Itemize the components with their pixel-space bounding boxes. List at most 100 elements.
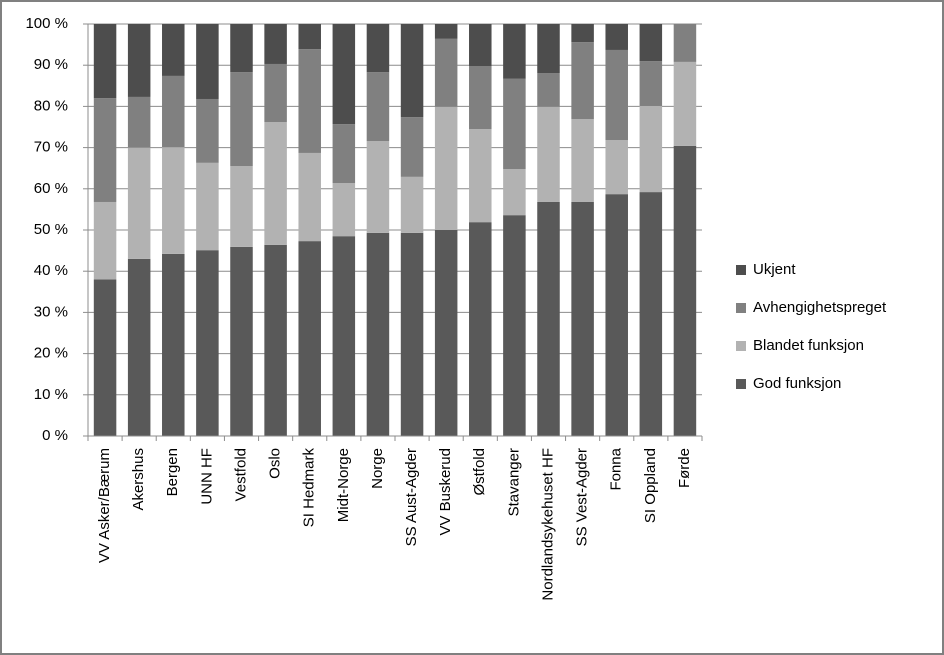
bar-segment	[127, 24, 151, 97]
x-tick-label: Nordlandsykehuset HF	[539, 448, 556, 601]
bar-segment	[400, 176, 424, 233]
bar-segment	[571, 42, 594, 120]
bar-segment	[298, 152, 321, 242]
y-tick-label: 10 %	[34, 386, 68, 403]
bar-segment	[673, 24, 697, 62]
bar-segment	[162, 253, 185, 436]
x-tick-label: SI Hedmark	[301, 448, 318, 528]
bar-segment	[366, 141, 390, 233]
bar-segment	[230, 246, 253, 436]
legend-swatch	[736, 341, 746, 351]
legend-label: God funksjon	[753, 375, 841, 392]
bar-segment	[537, 106, 560, 202]
y-tick-label: 70 %	[34, 139, 68, 156]
bar-segment	[366, 232, 390, 436]
legend-label: Avhengighetspreget	[753, 299, 887, 316]
x-tick-label: Vestfold	[232, 448, 249, 501]
bar-segment	[469, 222, 492, 436]
y-tick-label: 60 %	[34, 180, 68, 197]
bar-segment	[366, 24, 390, 73]
bar-segment	[162, 24, 185, 76]
x-tick-label: SS Vest-Agder	[574, 448, 591, 546]
bar-segment	[93, 279, 117, 436]
bar-segment	[196, 162, 219, 251]
y-tick-label: 0 %	[42, 427, 68, 444]
bar-segment	[537, 201, 560, 436]
bar-segment	[469, 24, 492, 67]
bar-segment	[332, 183, 356, 237]
bar-segment	[162, 147, 185, 254]
bar-segment	[639, 105, 663, 193]
y-tick-label: 20 %	[34, 345, 68, 362]
bar-segment	[332, 124, 356, 184]
bar-segment	[434, 38, 458, 107]
bar-segment	[93, 201, 117, 280]
bar-segment	[298, 24, 321, 50]
x-tick-label: UNN HF	[198, 448, 215, 505]
bar-segment	[469, 129, 492, 223]
x-tick-label: Oslo	[267, 448, 284, 479]
bar-segment	[503, 24, 526, 79]
x-tick-label: Fonna	[608, 447, 625, 490]
bar-segment	[434, 106, 458, 230]
y-tick-label: 80 %	[34, 97, 68, 114]
bar-segment	[264, 122, 287, 245]
bar-segment	[673, 145, 697, 436]
bar-segment	[196, 250, 219, 436]
bar-segment	[571, 201, 594, 436]
bar-segment	[639, 61, 663, 106]
bar-segment	[400, 117, 424, 177]
bar-segment	[537, 24, 560, 74]
bar-segment	[469, 66, 492, 130]
bar-segment	[230, 166, 253, 247]
bar-segment	[434, 230, 458, 436]
bar-segment	[264, 63, 287, 123]
legend-label: Blandet funksjon	[753, 337, 864, 354]
bar-segment	[230, 24, 253, 73]
y-tick-label: 90 %	[34, 56, 68, 73]
bar-segment	[639, 24, 663, 62]
bar-segment	[298, 241, 321, 436]
bar-segment	[332, 236, 356, 436]
legend-swatch	[736, 303, 746, 313]
x-tick-label: Stavanger	[505, 448, 522, 516]
x-tick-label: VV Asker/Bærum	[96, 448, 113, 563]
y-tick-label: 50 %	[34, 221, 68, 238]
bar-segment	[264, 244, 287, 436]
bar-segment	[537, 73, 560, 107]
bar-segment	[196, 98, 219, 163]
x-tick-label: Norge	[369, 448, 386, 489]
bar-segment	[503, 215, 526, 436]
bar-segment	[571, 24, 594, 43]
bar-segment	[298, 49, 321, 153]
bar-segment	[571, 119, 594, 202]
y-tick-label: 40 %	[34, 262, 68, 279]
legend-label: Ukjent	[753, 261, 796, 278]
x-tick-label: SI Oppland	[642, 448, 659, 523]
bar-segment	[639, 192, 663, 436]
x-tick-label: Akershus	[130, 448, 147, 511]
bar-segment	[127, 258, 151, 436]
bar-segment	[332, 24, 356, 125]
x-tick-label: Østfold	[471, 448, 488, 496]
bar-segment	[127, 147, 151, 259]
bar-segment	[230, 72, 253, 167]
bar-segment	[434, 24, 458, 39]
bar-segment	[605, 140, 628, 195]
bar-segment	[93, 24, 117, 99]
legend-swatch	[736, 379, 746, 389]
bar-segment	[503, 78, 526, 170]
x-tick-label: SS Aust-Agder	[403, 448, 420, 546]
bar-segment	[366, 72, 390, 142]
bar-segment	[605, 194, 628, 436]
bar-segment	[93, 98, 117, 202]
legend-swatch	[736, 265, 746, 275]
x-tick-label: Midt-Norge	[335, 448, 352, 522]
y-tick-label: 30 %	[34, 303, 68, 320]
x-tick-label: VV Buskerud	[437, 448, 454, 536]
bar-segment	[264, 24, 287, 64]
x-tick-label: Bergen	[164, 448, 181, 496]
bar-segment	[196, 24, 219, 99]
